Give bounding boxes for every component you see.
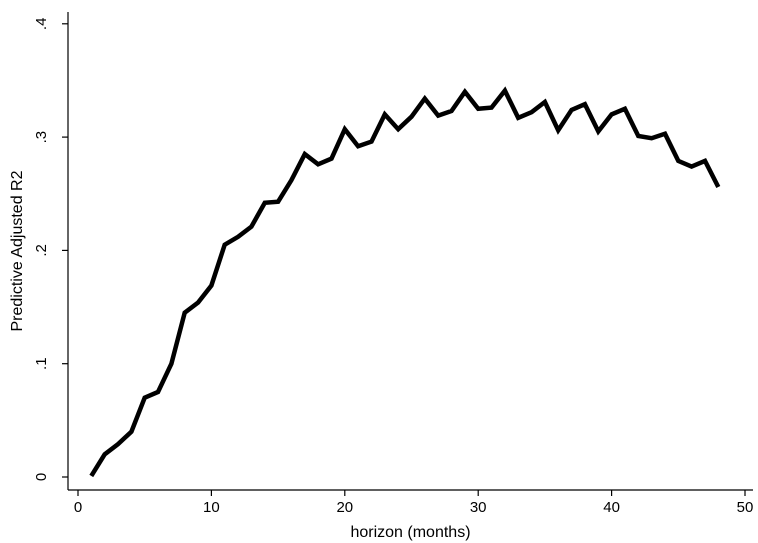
y-tick-label: .4 [33, 18, 50, 31]
y-axis-title: Predictive Adjusted R2 [9, 170, 26, 331]
x-tick-label: 10 [203, 499, 220, 516]
axes [67, 12, 753, 491]
x-tick-label: 30 [470, 499, 487, 516]
x-tick-label: 50 [737, 499, 754, 516]
series [89, 86, 721, 478]
series-line-0 [89, 86, 721, 478]
x-axis-title: horizon (months) [350, 524, 470, 541]
y-tick-label: .2 [33, 244, 50, 257]
x-tick-label: 20 [336, 499, 353, 516]
x-tick-label: 0 [74, 499, 82, 516]
y-tick-label: 0 [33, 473, 50, 481]
y-tick-label: .3 [33, 131, 50, 144]
y-tick-label: .1 [33, 357, 50, 370]
ticks: 0 10 20 30 40 50 0 .1 .2 .3 .4 [33, 18, 753, 516]
x-tick-label: 40 [603, 499, 620, 516]
